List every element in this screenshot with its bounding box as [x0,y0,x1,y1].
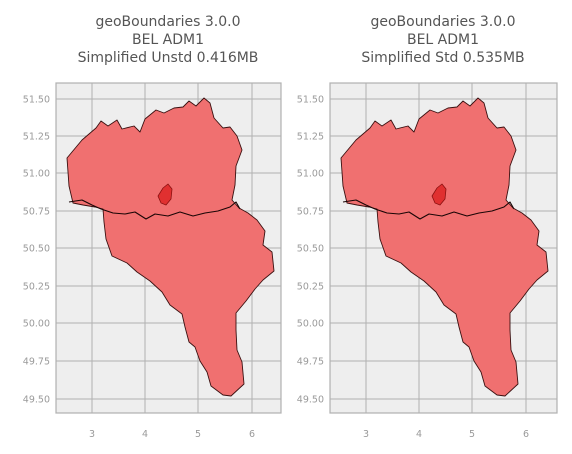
x-tick-label: 4 [142,429,148,440]
y-tick-label: 50.75 [23,207,50,218]
y-tick-label: 51.25 [23,132,50,143]
x-tick-label: 6 [523,429,529,440]
panel-title-line: Simplified Unstd 0.416MB [78,50,259,66]
y-tick-label: 49.75 [297,357,324,368]
y-tick-label: 50.75 [297,207,324,218]
y-tick-label: 50.00 [297,319,324,330]
x-tick-label: 3 [363,429,369,440]
y-tick-label: 50.25 [23,282,50,293]
x-tick-label: 4 [416,429,422,440]
x-tick-label: 5 [195,429,201,440]
x-tick-label: 5 [469,429,475,440]
y-tick-label: 50.50 [297,244,324,255]
y-tick-label: 51.25 [297,132,324,143]
panel-title-line: BEL ADM1 [407,32,479,48]
y-tick-label: 50.50 [23,244,50,255]
y-tick-label: 51.00 [297,169,324,180]
y-tick-label: 49.50 [297,395,324,406]
panel-title-line: Simplified Std 0.535MB [361,50,524,66]
y-tick-label: 50.00 [23,319,50,330]
map-panel-2: geoBoundaries 3.0.0 BEL ADM1 Simplified St… [297,14,558,440]
y-tick-label: 50.25 [297,282,324,293]
y-tick-label: 51.50 [23,95,50,106]
x-tick-label: 6 [249,429,255,440]
map-panel-1: geoBoundaries 3.0.0 BEL ADM1 Simplified Un… [23,14,282,440]
y-tick-label: 49.50 [23,395,50,406]
y-tick-label: 51.50 [297,95,324,106]
panel-title-line: geoBoundaries 3.0.0 [370,14,515,30]
y-tick-label: 51.00 [23,169,50,180]
y-tick-label: 49.75 [23,357,50,368]
panel-title-line: BEL ADM1 [132,32,204,48]
x-tick-label: 3 [89,429,95,440]
panel-title-line: geoBoundaries 3.0.0 [95,14,240,30]
